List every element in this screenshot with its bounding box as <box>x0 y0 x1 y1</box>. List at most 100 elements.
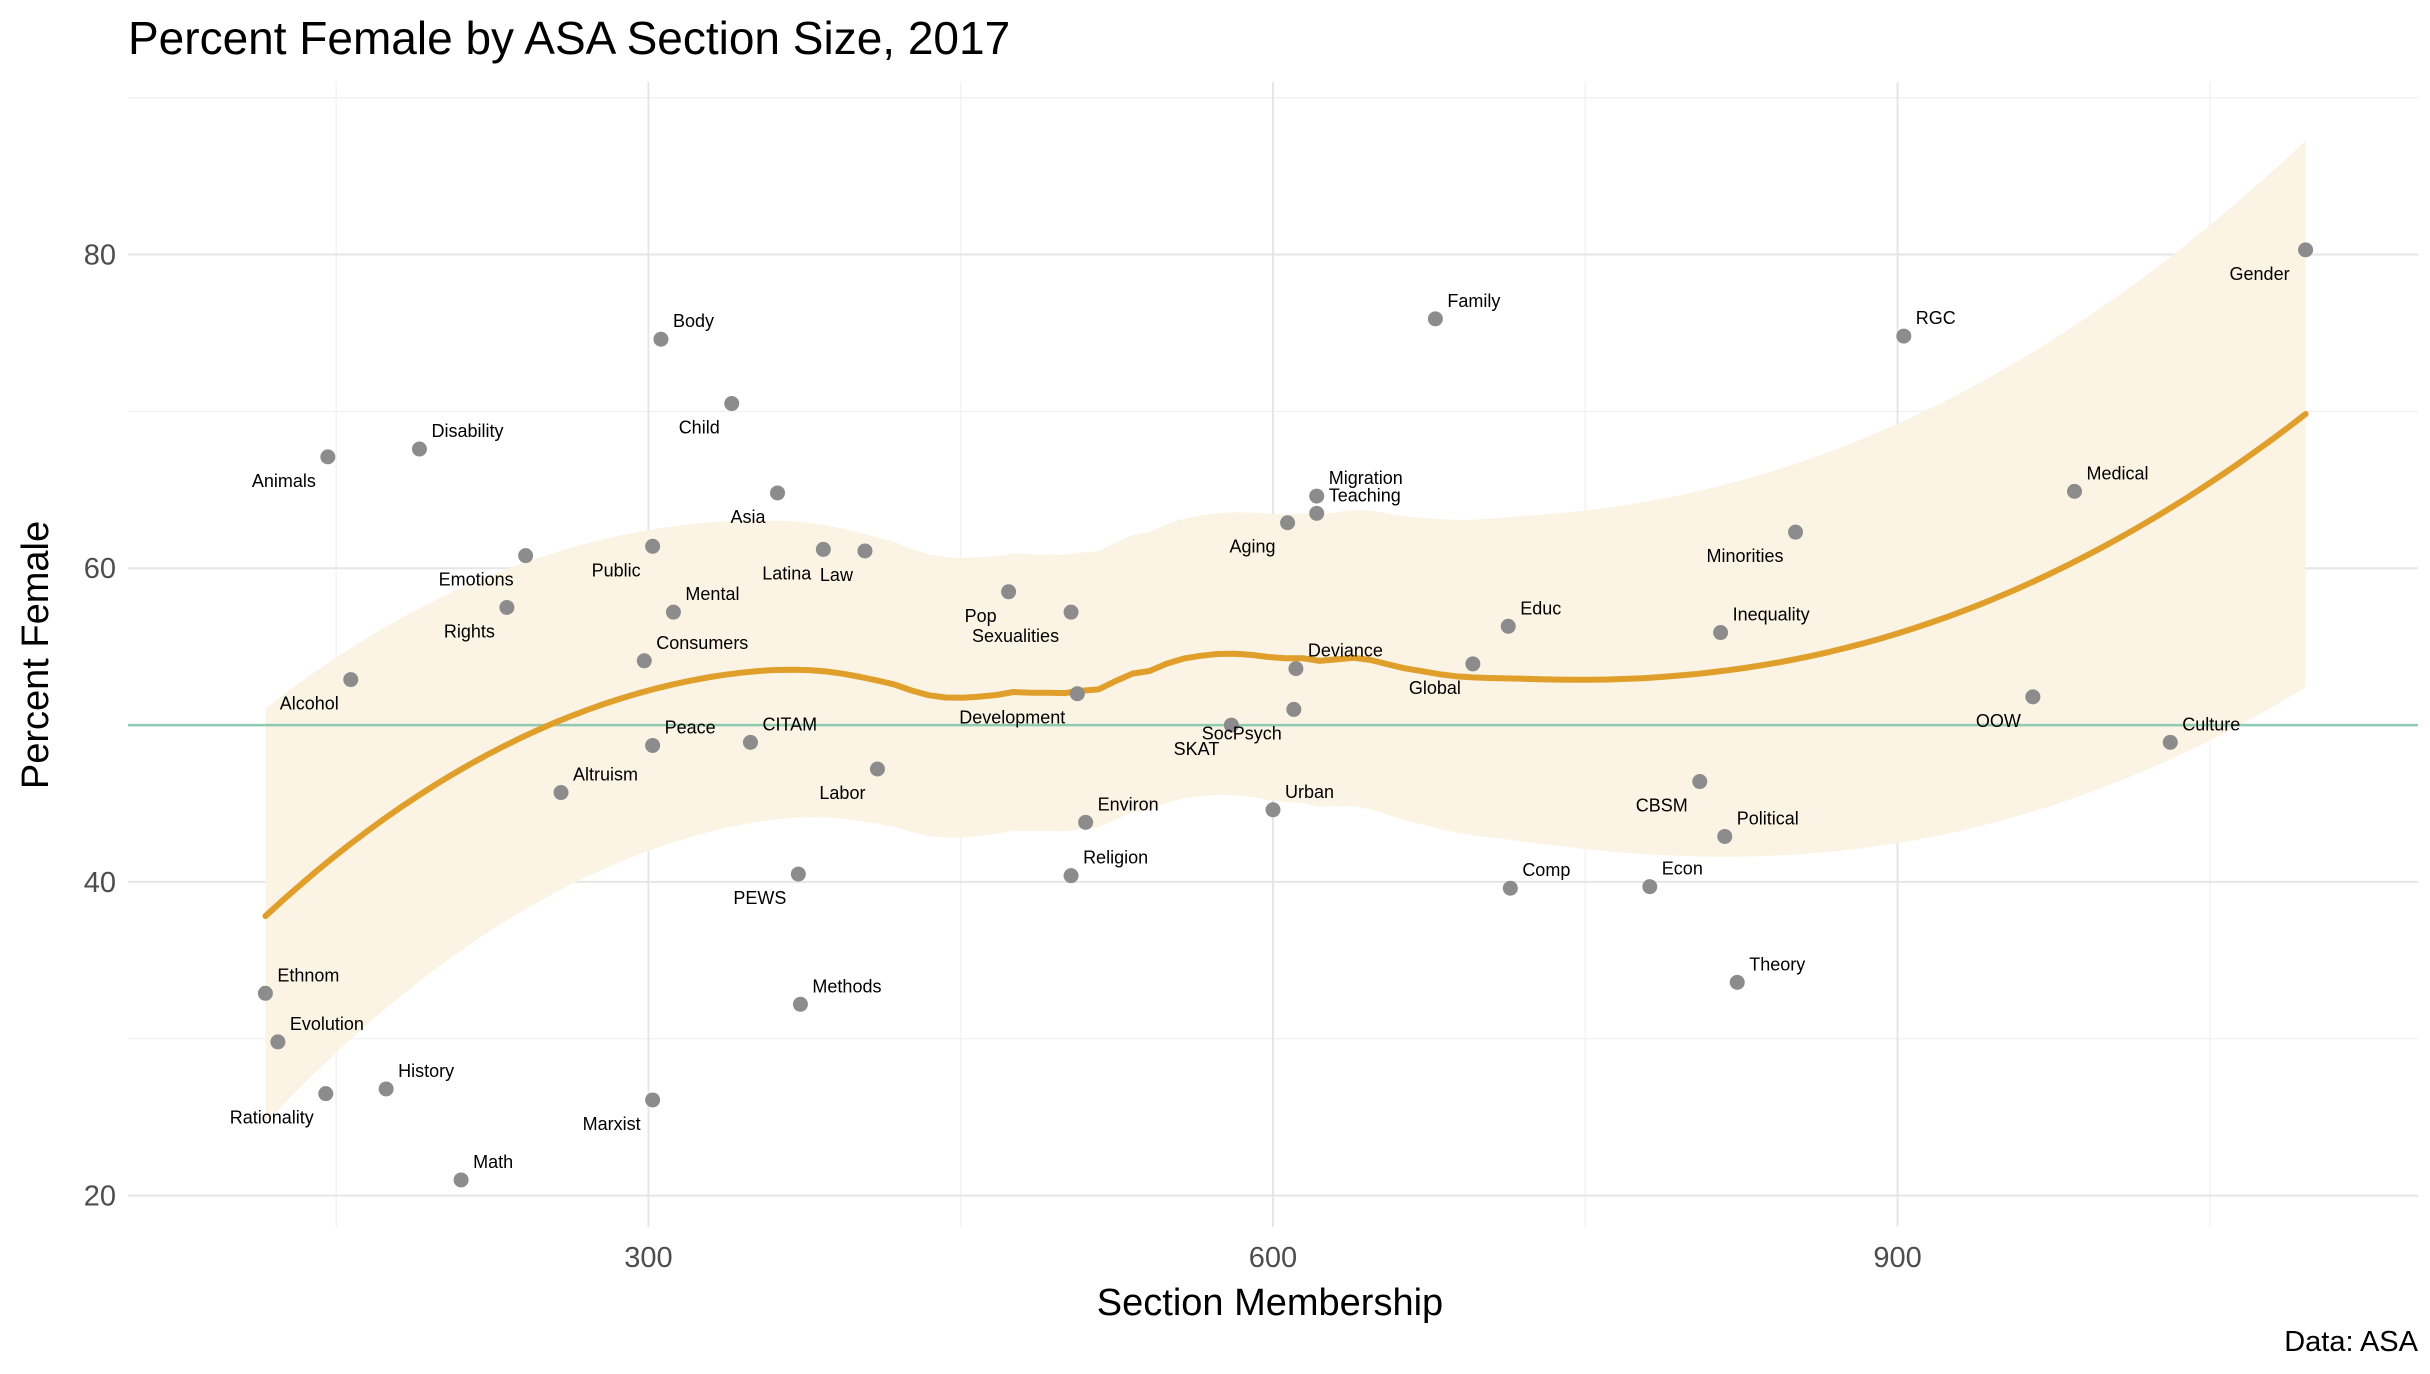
data-point <box>792 996 808 1012</box>
confidence-band <box>265 140 2306 1124</box>
point-label: Alcohol <box>280 694 339 714</box>
data-point <box>1063 604 1079 620</box>
data-point <box>270 1034 286 1050</box>
point-label: OOW <box>1976 711 2021 731</box>
point-label: Culture <box>2182 714 2240 734</box>
y-tick-label: 40 <box>84 867 116 899</box>
point-label: Methods <box>812 976 881 996</box>
point-labels: Gender Family RGC Body Child Disability Animal… <box>230 264 2290 1172</box>
data-point <box>869 761 885 777</box>
data-point <box>2298 242 2314 258</box>
point-label: Deviance <box>1308 641 1383 661</box>
x-axis-title: Section Membership <box>1097 1282 1443 1324</box>
data-point <box>1265 802 1281 818</box>
point-label: Animals <box>252 471 316 491</box>
chart-caption: Data: ASA <box>2284 1326 2418 1358</box>
data-point <box>1063 868 1079 884</box>
data-point <box>1288 661 1304 677</box>
data-point <box>378 1081 394 1097</box>
data-point <box>343 672 359 688</box>
point-label: Evolution <box>290 1014 364 1034</box>
point-label: Ethnom <box>277 965 339 985</box>
point-label: Altruism <box>573 765 638 785</box>
data-point <box>1069 686 1085 702</box>
data-point <box>1309 505 1325 521</box>
point-label: Theory <box>1749 954 1805 974</box>
point-label: Econ <box>1662 859 1703 879</box>
data-point <box>1788 524 1804 540</box>
point-label: Marxist <box>583 1114 641 1134</box>
point-label: Global <box>1409 678 1461 698</box>
data-point <box>636 653 652 669</box>
data-point <box>2025 689 2041 705</box>
x-tick-label: 300 <box>624 1242 672 1274</box>
point-label: Family <box>1447 291 1500 311</box>
data-point <box>653 331 669 347</box>
data-point <box>1001 584 1017 600</box>
y-tick-label: 80 <box>84 240 116 272</box>
data-point <box>1309 488 1325 504</box>
data-point <box>499 599 515 615</box>
data-point <box>815 541 831 557</box>
x-tick-label: 600 <box>1249 1242 1297 1274</box>
data-point <box>1642 879 1658 895</box>
point-label: Teaching <box>1329 485 1401 505</box>
data-point <box>1286 701 1302 717</box>
data-point <box>553 785 569 801</box>
point-label: Urban <box>1285 782 1334 802</box>
y-tick-label: 20 <box>84 1181 116 1213</box>
point-label: Sexualities <box>972 626 1059 646</box>
data-point <box>1280 515 1296 531</box>
point-label: Mental <box>685 584 739 604</box>
data-point <box>1078 814 1094 830</box>
data-point <box>1896 328 1912 344</box>
point-label: Comp <box>1522 860 1570 880</box>
data-point <box>857 543 873 559</box>
data-point <box>1502 880 1518 896</box>
point-label: Inequality <box>1733 605 1810 625</box>
point-label: Child <box>679 418 720 438</box>
point-label: Rights <box>444 621 495 641</box>
point-label: Political <box>1737 808 1799 828</box>
data-point <box>411 441 427 457</box>
data-point <box>2067 483 2082 499</box>
data-point <box>1713 625 1729 641</box>
point-label: History <box>398 1061 454 1081</box>
point-label: Educ <box>1520 598 1561 618</box>
data-point <box>318 1086 334 1102</box>
data-point <box>1729 974 1745 990</box>
point-label: Migration <box>1329 468 1403 488</box>
point-label: Development <box>959 708 1065 728</box>
point-label: CITAM <box>762 714 817 734</box>
data-point <box>1465 656 1481 672</box>
point-label: SocPsych <box>1202 723 1282 743</box>
x-tick-label: 900 <box>1873 1242 1921 1274</box>
point-label: Pop <box>965 606 997 626</box>
data-point <box>724 396 740 412</box>
data-point <box>645 1092 661 1108</box>
data-point <box>665 604 681 620</box>
data-point <box>320 449 336 465</box>
data-point <box>645 737 661 753</box>
point-label: Peace <box>665 717 716 737</box>
point-label: CBSM <box>1636 796 1688 816</box>
data-point <box>1692 774 1708 790</box>
point-label: Environ <box>1098 794 1159 814</box>
data-point <box>453 1172 469 1188</box>
point-label: Rationality <box>230 1108 314 1128</box>
point-label: Body <box>673 311 714 331</box>
data-point <box>1223 717 1239 733</box>
data-point <box>790 866 806 882</box>
point-label: Latina <box>762 563 812 583</box>
point-label: Public <box>592 560 641 580</box>
data-point <box>742 734 758 750</box>
chart-title: Percent Female by ASA Section Size, 2017 <box>128 12 1010 64</box>
data-point <box>2162 734 2178 750</box>
point-label: RGC <box>1916 308 1956 328</box>
data-point <box>518 548 534 564</box>
data-point <box>1427 311 1443 327</box>
point-label: SKAT <box>1174 739 1220 759</box>
point-label: Labor <box>819 783 865 803</box>
point-label: Aging <box>1230 537 1276 557</box>
data-point <box>645 538 661 554</box>
